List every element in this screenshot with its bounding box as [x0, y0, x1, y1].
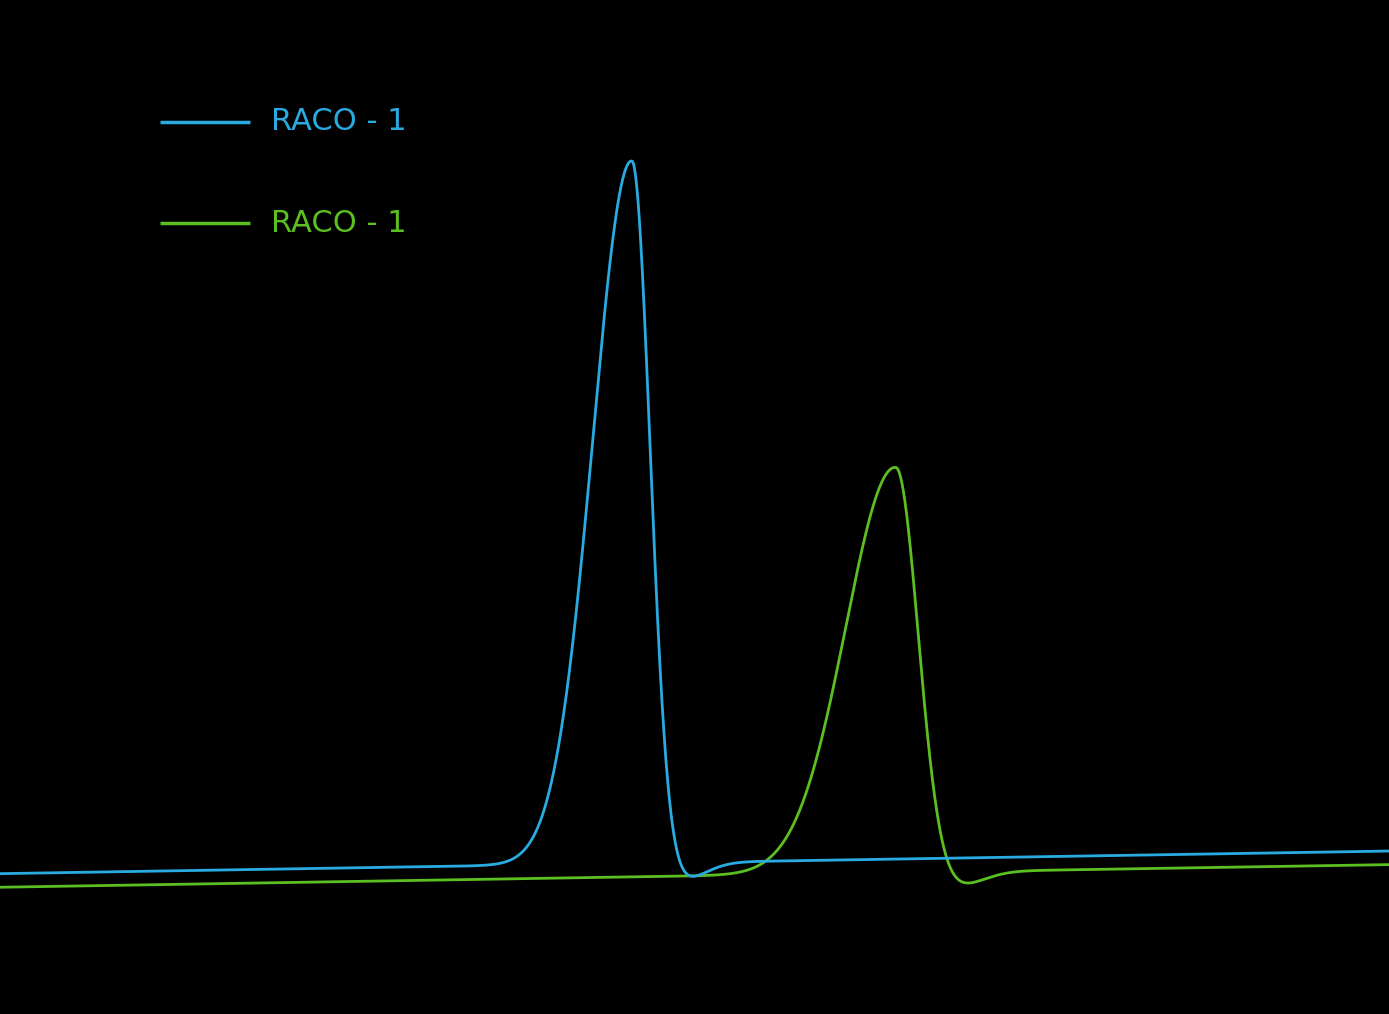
Text: RACO - 1: RACO - 1 [271, 209, 407, 237]
Text: RACO - 1: RACO - 1 [271, 107, 407, 136]
